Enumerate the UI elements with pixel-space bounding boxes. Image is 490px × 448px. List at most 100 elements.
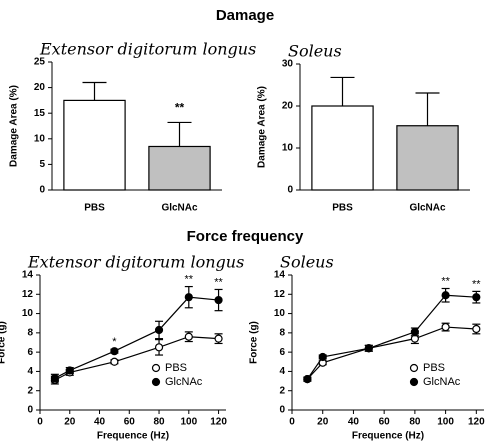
data-point bbox=[318, 352, 327, 362]
x-tick-label: 120 bbox=[210, 417, 227, 428]
legend-marker bbox=[409, 377, 419, 387]
bar bbox=[396, 125, 459, 191]
y-tick-label: 4 bbox=[279, 366, 285, 377]
x-tick-label: 60 bbox=[124, 417, 136, 428]
annotation: ** bbox=[175, 101, 185, 115]
error-bar bbox=[82, 81, 107, 101]
y-tick-label: 6 bbox=[279, 347, 285, 358]
data-point bbox=[441, 291, 450, 300]
data-point bbox=[303, 375, 312, 384]
y-tick-label: 15 bbox=[34, 108, 46, 119]
y-axis-label: Damage Area (%) bbox=[257, 86, 268, 168]
section-heading: Force frequency bbox=[187, 228, 304, 245]
x-tick-label: 120 bbox=[468, 417, 485, 428]
y-tick-label: 6 bbox=[27, 347, 33, 358]
data-point bbox=[441, 322, 450, 332]
y-tick-label: 4 bbox=[27, 366, 33, 377]
x-tick-label: GlcNAc bbox=[409, 203, 446, 214]
y-axis-label: Damage Area (%) bbox=[9, 85, 20, 167]
data-point bbox=[110, 357, 119, 366]
data-point bbox=[50, 374, 59, 383]
x-tick-label: 0 bbox=[289, 417, 295, 428]
data-point bbox=[184, 293, 193, 302]
y-tick-label: 8 bbox=[27, 327, 33, 338]
y-axis-label: Force (g) bbox=[0, 321, 8, 364]
x-tick-label: 60 bbox=[379, 417, 391, 428]
y-tick-label: 2 bbox=[279, 385, 285, 396]
x-tick-label: 40 bbox=[94, 417, 106, 428]
legend-label: GlcNAc bbox=[423, 376, 461, 388]
series-line bbox=[306, 326, 477, 380]
annotation: ** bbox=[441, 275, 450, 287]
y-tick-label: 0 bbox=[39, 185, 45, 196]
series-line bbox=[54, 296, 219, 379]
x-tick-label: GlcNAc bbox=[161, 203, 198, 214]
x-tick-label: 100 bbox=[437, 417, 454, 428]
data-point bbox=[364, 344, 373, 353]
legend-marker bbox=[409, 363, 419, 373]
error-bar bbox=[330, 76, 355, 106]
chart-title: Extensor digitorum longus bbox=[27, 253, 244, 272]
y-tick-label: 5 bbox=[39, 159, 45, 170]
y-tick-label: 10 bbox=[22, 308, 34, 319]
legend-label: GlcNAc bbox=[165, 376, 203, 388]
y-tick-label: 10 bbox=[274, 308, 286, 319]
x-tick-label: 80 bbox=[153, 417, 165, 428]
y-axis-label: Force (g) bbox=[249, 321, 260, 364]
error-bar bbox=[167, 121, 192, 147]
annotation: ** bbox=[185, 273, 194, 285]
data-point bbox=[472, 293, 481, 302]
legend-marker bbox=[151, 377, 161, 387]
y-tick-label: 0 bbox=[287, 185, 293, 196]
y-tick-label: 8 bbox=[279, 327, 285, 338]
y-tick-label: 14 bbox=[22, 270, 34, 281]
x-tick-label: PBS bbox=[332, 203, 353, 214]
data-point bbox=[154, 343, 164, 352]
x-tick-label: 20 bbox=[317, 417, 329, 428]
y-tick-label: 20 bbox=[34, 82, 46, 93]
data-point bbox=[184, 332, 193, 341]
annotation: * bbox=[112, 336, 117, 348]
series-line bbox=[54, 336, 219, 381]
legend-label: PBS bbox=[423, 362, 445, 374]
annotation: ** bbox=[214, 276, 223, 288]
data-point bbox=[472, 324, 481, 334]
chart-title: Soleus bbox=[280, 253, 334, 272]
y-tick-label: 10 bbox=[282, 143, 294, 154]
y-tick-label: 10 bbox=[34, 133, 46, 144]
data-point bbox=[214, 334, 223, 343]
bar bbox=[311, 105, 374, 191]
x-axis-label: Frequence (Hz) bbox=[352, 431, 424, 442]
x-tick-label: 0 bbox=[37, 417, 43, 428]
y-tick-label: 14 bbox=[274, 270, 286, 281]
y-tick-label: 12 bbox=[22, 289, 34, 300]
legend-label: PBS bbox=[165, 362, 187, 374]
series-line bbox=[306, 294, 477, 380]
error-bar bbox=[415, 92, 440, 126]
data-point bbox=[214, 295, 223, 305]
x-axis-label: Frequence (Hz) bbox=[97, 431, 169, 442]
x-tick-label: PBS bbox=[84, 203, 105, 214]
bar bbox=[63, 99, 126, 191]
data-point bbox=[154, 325, 164, 335]
x-tick-label: 80 bbox=[409, 417, 421, 428]
chart-title: Extensor digitorum longus bbox=[39, 40, 256, 59]
bar bbox=[148, 145, 211, 191]
x-tick-label: 20 bbox=[64, 417, 76, 428]
section-heading: Damage bbox=[216, 7, 274, 24]
y-tick-label: 12 bbox=[274, 289, 286, 300]
y-tick-label: 2 bbox=[27, 385, 33, 396]
y-tick-label: 25 bbox=[34, 57, 46, 68]
annotation: ** bbox=[472, 278, 481, 290]
data-point bbox=[410, 327, 419, 336]
legend-marker bbox=[151, 363, 161, 373]
y-tick-label: 30 bbox=[282, 59, 294, 70]
x-tick-label: 100 bbox=[180, 417, 197, 428]
x-tick-label: 40 bbox=[348, 417, 360, 428]
y-tick-label: 20 bbox=[282, 101, 294, 112]
chart-title: Soleus bbox=[288, 42, 342, 61]
y-tick-label: 0 bbox=[27, 405, 33, 416]
data-point bbox=[110, 347, 119, 356]
